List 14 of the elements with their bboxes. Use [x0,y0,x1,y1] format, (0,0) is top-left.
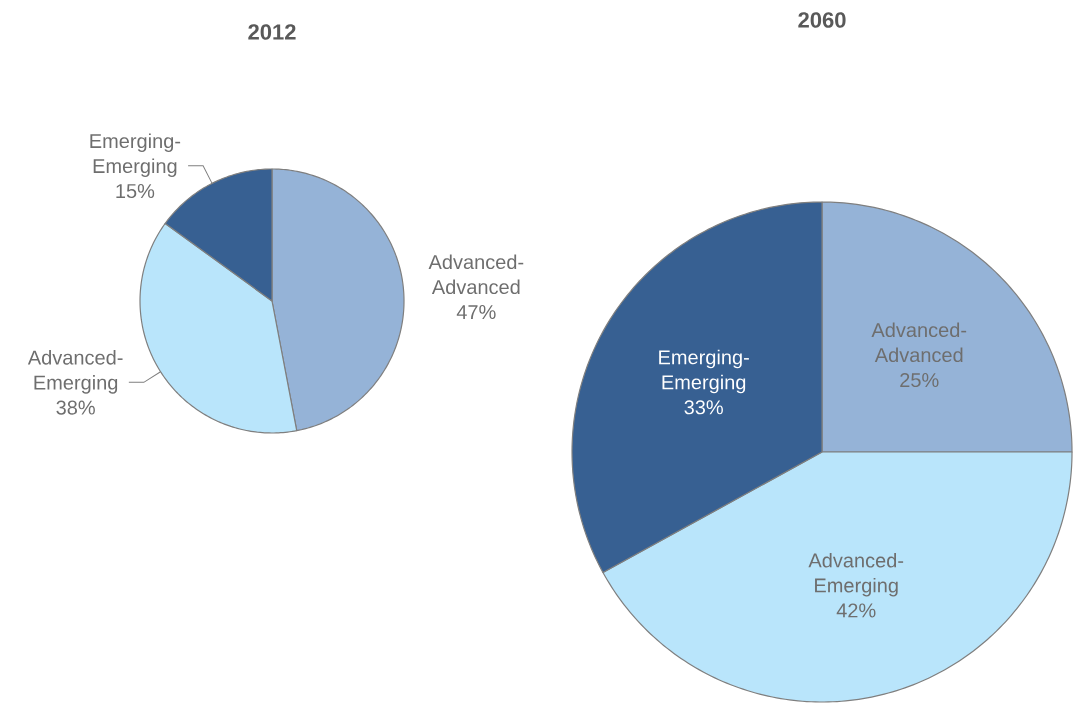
slice-label: Emerging-Emerging [90,133,181,178]
chart-title: 2012 [248,24,296,40]
slice-label: Advanced-Advanced [428,254,524,295]
data-label: 38% [56,400,95,415]
data-label: 15% [116,184,155,199]
data-label: 33% [684,400,723,415]
data-label: 25% [900,372,939,388]
slice-label: Advanced-Emerging [27,349,123,394]
slice-label: Emerging-Emerging [659,349,749,394]
chart-title: 2060 [798,12,846,28]
data-label: 47% [456,305,496,319]
slice-label: Advanced-Advanced [871,322,967,363]
data-label: 42% [836,603,876,618]
slice-label: Advanced-Emerging [808,552,904,597]
